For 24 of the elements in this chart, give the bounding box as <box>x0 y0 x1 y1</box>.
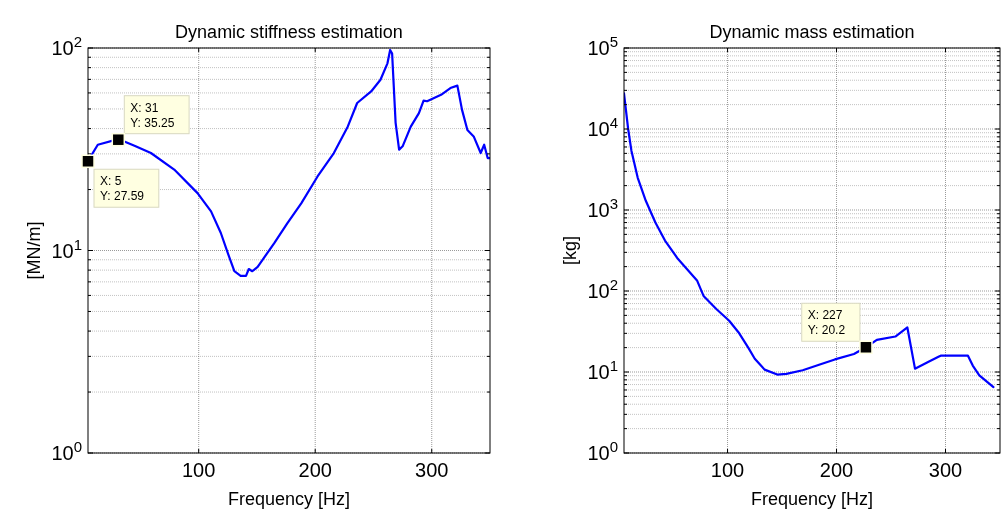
x-axis-title: Frequency [Hz] <box>750 489 874 509</box>
y-tick-label: 10$^{1}$ <box>51 235 82 262</box>
annotation: X: 5 Y: 27.59 <box>100 174 145 204</box>
y-tick-label: 10$^{5}$ <box>587 32 618 59</box>
y-tick-label: 10$^{0}$ <box>587 437 618 464</box>
y-tick-label: 10$^{2}$ <box>51 32 82 59</box>
x-tick-label: 300 <box>415 459 449 481</box>
y-axis-title: [kg] <box>560 235 580 266</box>
x-axis-title: Frequency [Hz] <box>227 489 351 509</box>
y-axis-title: [MN/m] <box>24 221 44 280</box>
y-tick-label: 10$^{4}$ <box>587 113 618 140</box>
y-tick-label: 10$^{2}$ <box>587 275 618 302</box>
x-tick-label: 300 <box>928 459 963 481</box>
annotation: X: 227 Y: 20.2 <box>807 308 846 338</box>
chart-title: Dynamic mass estimation <box>709 22 915 42</box>
x-tick-label: 200 <box>298 459 332 481</box>
y-tick-label: 10$^{0}$ <box>51 437 82 464</box>
x-tick-label: 100 <box>182 459 216 481</box>
y-tick-label: 10$^{1}$ <box>587 356 618 383</box>
y-tick-label: 10$^{3}$ <box>587 194 618 221</box>
x-tick-label: 200 <box>819 459 854 481</box>
x-tick-label: 100 <box>710 459 745 481</box>
annotation: X: 31 Y: 35.25 <box>130 100 175 130</box>
chart-title: Dynamic stiffness estimation <box>175 22 403 42</box>
